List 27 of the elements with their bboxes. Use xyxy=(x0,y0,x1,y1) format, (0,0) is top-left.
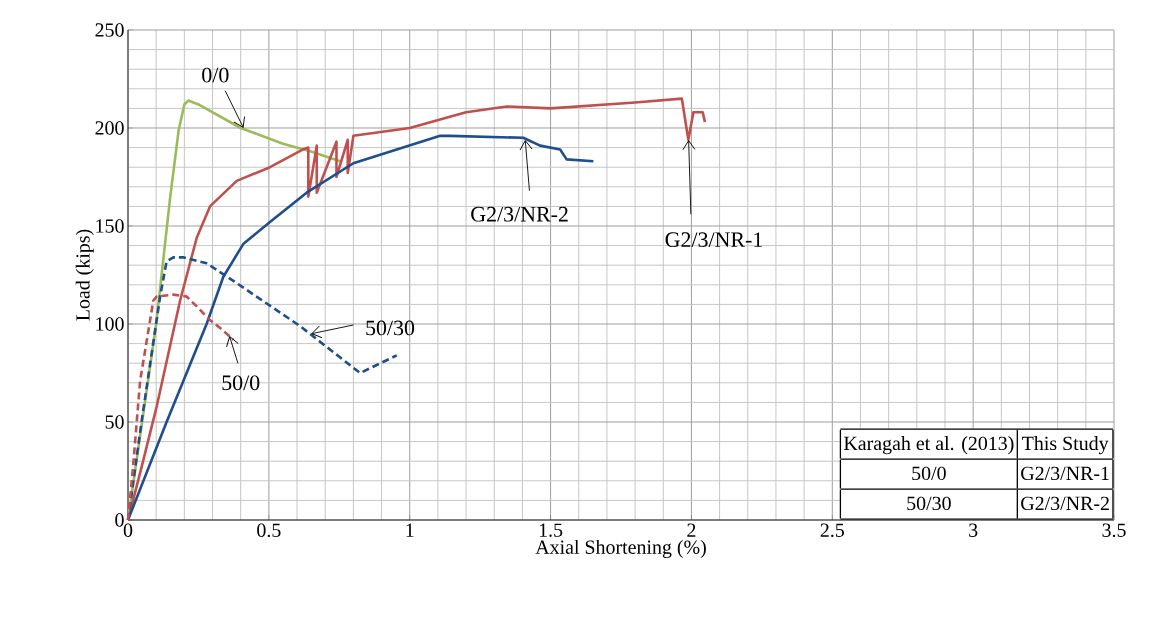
x-tick-label: 0.5 xyxy=(257,523,281,538)
annotation: This Study xyxy=(1022,436,1109,455)
y-axis-title: Load (kips) xyxy=(75,229,94,321)
x-tick-label: 0 xyxy=(123,523,133,537)
y-tick-label: 250 xyxy=(95,23,124,37)
x-tick-label: 2 xyxy=(687,523,696,537)
y-tick-label: 150 xyxy=(96,219,124,233)
annotation: 50/30 xyxy=(366,320,415,336)
x-axis-title: Axial Shortening (%) xyxy=(535,539,706,559)
y-tick-label: 0 xyxy=(115,513,124,527)
annotation: G2/3/NR-1 xyxy=(1021,466,1109,481)
y-tick-label: 100 xyxy=(96,317,124,331)
x-tick-label: 3 xyxy=(969,523,978,537)
annotation: Karagah et al. (2013) xyxy=(843,436,1014,455)
annotation: 0/0 xyxy=(202,67,229,83)
annotation: G2/3/NR-2 xyxy=(1021,496,1109,511)
x-tick-label: 3.5 xyxy=(1102,523,1126,537)
annotation: 50/30 xyxy=(907,496,951,511)
annotation: G2/3/NR-1 xyxy=(665,232,762,248)
x-tick-label: 2.5 xyxy=(820,523,844,537)
annotation: G2/3/NR-2 xyxy=(471,206,568,222)
y-tick-label: 50 xyxy=(105,415,124,429)
annotation: 50/0 xyxy=(912,466,946,481)
x-tick-label: 1.5 xyxy=(539,523,563,537)
annotation: 50/0 xyxy=(222,375,260,391)
x-tick-label: 1 xyxy=(406,523,414,537)
y-tick-label: 200 xyxy=(95,121,124,135)
